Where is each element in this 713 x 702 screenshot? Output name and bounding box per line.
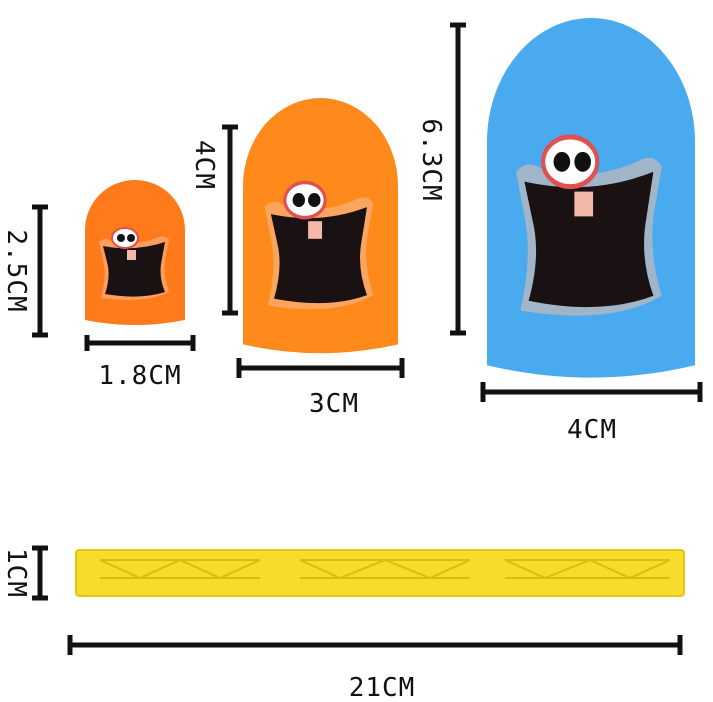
medium-cup — [241, 96, 400, 355]
large-cup — [487, 18, 695, 378]
bar-height-label: 1CM — [1, 548, 31, 598]
small-cup — [84, 179, 186, 326]
small-width-label: 1.8CM — [98, 361, 181, 391]
bar-length-label: 21CM — [349, 673, 416, 702]
large-height-label: 6.3CM — [416, 118, 446, 201]
medium-width-label: 3CM — [309, 389, 359, 419]
large-width-label: 4CM — [567, 415, 617, 445]
dimension-lines — [32, 22, 703, 655]
small-height-label: 2.5CM — [1, 229, 31, 312]
base-bar — [75, 549, 685, 597]
medium-height-label: 4CM — [189, 140, 219, 190]
